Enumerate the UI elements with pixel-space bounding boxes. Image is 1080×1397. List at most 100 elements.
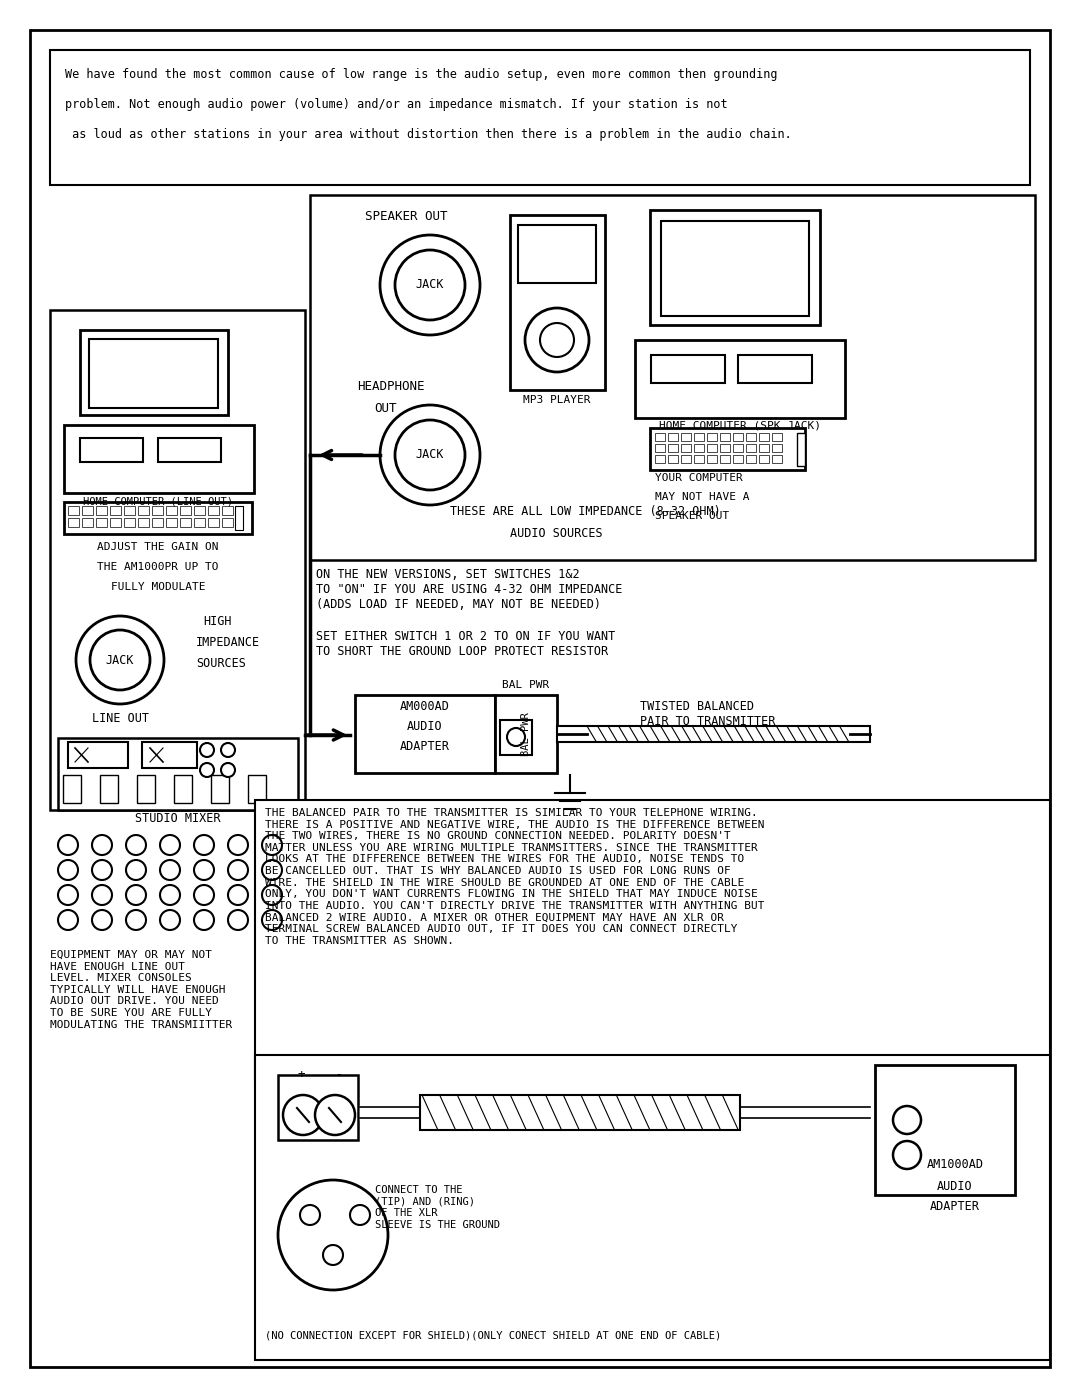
Bar bbox=[654, 433, 665, 441]
Bar bbox=[80, 439, 143, 462]
Circle shape bbox=[350, 1206, 370, 1225]
Bar bbox=[110, 518, 121, 527]
Text: We have found the most common cause of low range is the audio setup, even more c: We have found the most common cause of l… bbox=[65, 68, 778, 81]
Bar bbox=[174, 775, 192, 803]
Circle shape bbox=[380, 405, 480, 504]
Circle shape bbox=[92, 835, 112, 855]
Bar bbox=[235, 506, 243, 529]
Circle shape bbox=[194, 886, 214, 905]
Bar bbox=[518, 225, 596, 284]
Bar bbox=[759, 433, 769, 441]
Circle shape bbox=[200, 743, 214, 757]
Circle shape bbox=[58, 861, 78, 880]
Circle shape bbox=[194, 835, 214, 855]
Bar bbox=[772, 444, 782, 453]
Text: JACK: JACK bbox=[416, 278, 444, 292]
Circle shape bbox=[58, 886, 78, 905]
Circle shape bbox=[126, 886, 146, 905]
Bar bbox=[208, 518, 219, 527]
Text: ON THE NEW VERSIONS, SET SWITCHES 1&2
TO "ON" IF YOU ARE USING 4-32 OHM IMPEDANC: ON THE NEW VERSIONS, SET SWITCHES 1&2 TO… bbox=[316, 569, 622, 610]
Circle shape bbox=[228, 835, 248, 855]
Bar bbox=[255, 800, 1050, 1080]
Circle shape bbox=[126, 861, 146, 880]
Circle shape bbox=[262, 835, 282, 855]
Circle shape bbox=[160, 861, 180, 880]
Bar bbox=[96, 506, 107, 515]
Bar bbox=[124, 518, 135, 527]
Circle shape bbox=[228, 909, 248, 930]
Bar bbox=[746, 444, 756, 453]
Text: (NO CONNECTION EXCEPT FOR SHIELD)(ONLY CONECT SHIELD AT ONE END OF CABLE): (NO CONNECTION EXCEPT FOR SHIELD)(ONLY C… bbox=[265, 1330, 721, 1340]
Circle shape bbox=[194, 861, 214, 880]
Text: THE BALANCED PAIR TO THE TRANSMITTER IS SIMILAR TO YOUR TELEPHONE WIRING.
THERE : THE BALANCED PAIR TO THE TRANSMITTER IS … bbox=[265, 807, 765, 946]
Bar bbox=[797, 433, 805, 467]
Circle shape bbox=[221, 763, 235, 777]
Text: THESE ARE ALL LOW IMPEDANCE (8-32 OHM): THESE ARE ALL LOW IMPEDANCE (8-32 OHM) bbox=[450, 504, 720, 518]
Bar bbox=[681, 444, 691, 453]
Circle shape bbox=[262, 909, 282, 930]
Bar bbox=[772, 455, 782, 462]
Bar bbox=[654, 455, 665, 462]
Bar bbox=[650, 427, 805, 469]
Bar bbox=[152, 506, 163, 515]
Text: +    -: + - bbox=[298, 1067, 343, 1081]
Circle shape bbox=[315, 1095, 355, 1134]
Text: AM000AD: AM000AD bbox=[400, 700, 450, 712]
Circle shape bbox=[200, 763, 214, 777]
Bar bbox=[166, 518, 177, 527]
Bar bbox=[211, 775, 229, 803]
Text: BAL PWR: BAL PWR bbox=[521, 712, 531, 756]
Bar bbox=[248, 775, 266, 803]
Bar bbox=[720, 444, 730, 453]
Text: STUDIO MIXER: STUDIO MIXER bbox=[135, 812, 220, 826]
Bar bbox=[746, 433, 756, 441]
Bar bbox=[720, 455, 730, 462]
Bar bbox=[194, 506, 205, 515]
Circle shape bbox=[893, 1106, 921, 1134]
Bar bbox=[110, 506, 121, 515]
Bar bbox=[255, 1055, 1050, 1361]
Bar bbox=[80, 330, 228, 415]
Text: LINE OUT: LINE OUT bbox=[92, 712, 149, 725]
Bar bbox=[82, 506, 93, 515]
Text: AUDIO: AUDIO bbox=[937, 1180, 973, 1193]
Circle shape bbox=[283, 1095, 323, 1134]
Bar bbox=[64, 425, 254, 493]
Bar bbox=[510, 215, 605, 390]
Circle shape bbox=[525, 307, 589, 372]
Circle shape bbox=[228, 886, 248, 905]
Text: TWISTED BALANCED
PAIR TO TRANSMITTER: TWISTED BALANCED PAIR TO TRANSMITTER bbox=[640, 700, 775, 728]
Bar bbox=[875, 1065, 1015, 1194]
Text: ADAPTER: ADAPTER bbox=[400, 740, 450, 753]
Circle shape bbox=[262, 861, 282, 880]
Circle shape bbox=[228, 861, 248, 880]
Circle shape bbox=[76, 616, 164, 704]
Text: HEADPHONE: HEADPHONE bbox=[357, 380, 424, 393]
Circle shape bbox=[221, 743, 235, 757]
Bar bbox=[137, 775, 156, 803]
Bar bbox=[310, 196, 1035, 560]
Text: HIGH: HIGH bbox=[203, 615, 231, 629]
Circle shape bbox=[90, 630, 150, 690]
Bar bbox=[669, 444, 678, 453]
Circle shape bbox=[92, 861, 112, 880]
Text: AUDIO: AUDIO bbox=[407, 719, 443, 733]
Bar bbox=[166, 506, 177, 515]
Bar bbox=[738, 355, 812, 383]
Circle shape bbox=[507, 728, 525, 746]
Bar bbox=[694, 433, 704, 441]
Bar bbox=[635, 339, 845, 418]
Circle shape bbox=[323, 1245, 343, 1266]
Text: SOURCES: SOURCES bbox=[195, 657, 246, 671]
Text: HOME COMPUTER (LINE OUT): HOME COMPUTER (LINE OUT) bbox=[83, 497, 233, 507]
Text: as loud as other stations in your area without distortion then there is a proble: as loud as other stations in your area w… bbox=[65, 129, 792, 141]
Text: YOUR COMPUTER: YOUR COMPUTER bbox=[654, 474, 743, 483]
Circle shape bbox=[380, 235, 480, 335]
Bar bbox=[759, 455, 769, 462]
Bar bbox=[746, 455, 756, 462]
Text: HOME COMPUTER (SPK JACK): HOME COMPUTER (SPK JACK) bbox=[659, 420, 821, 430]
Polygon shape bbox=[360, 1105, 380, 1120]
Bar bbox=[96, 518, 107, 527]
Text: OUT: OUT bbox=[374, 402, 396, 415]
Bar bbox=[495, 694, 557, 773]
